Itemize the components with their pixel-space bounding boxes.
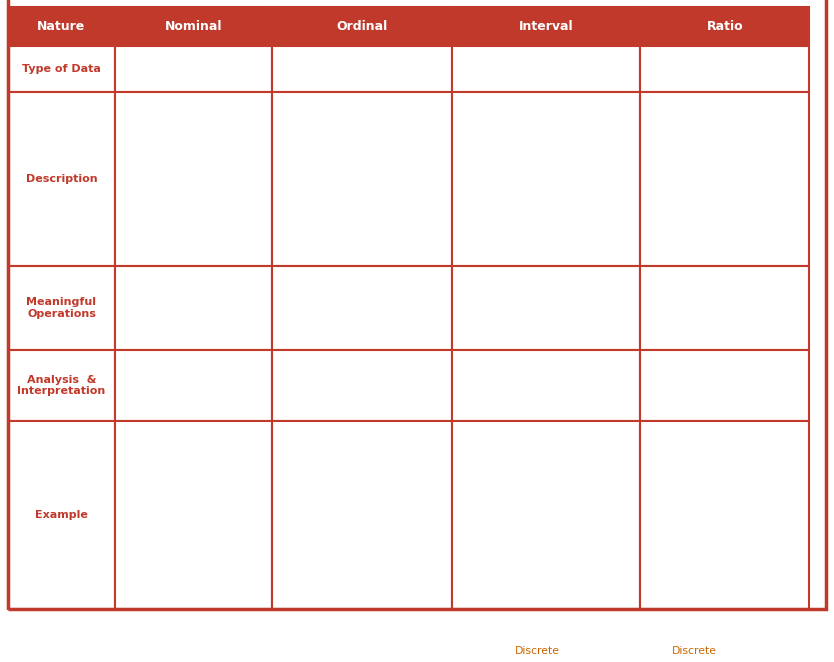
Bar (641, 92, 809, 266)
Bar (641, 7, 809, 46)
Bar (114, 46, 273, 92)
Bar (641, 266, 809, 350)
Bar (641, 420, 809, 608)
Bar (452, 266, 641, 350)
Bar (8, 266, 114, 350)
Text: Type of Data: Type of Data (22, 64, 101, 74)
Text: Interval: Interval (519, 20, 574, 32)
Bar (8, 350, 114, 420)
Text: Analysis  &
Interpretation: Analysis & Interpretation (18, 375, 106, 397)
Text: Example: Example (35, 510, 88, 520)
Text: Meaningful
Operations: Meaningful Operations (27, 297, 97, 319)
Bar (273, 92, 452, 266)
Text: Nature: Nature (38, 20, 86, 32)
Bar (8, 7, 114, 46)
Bar (452, 46, 641, 92)
Text: Description: Description (26, 174, 98, 184)
Bar (273, 46, 452, 92)
Text: Discrete: Discrete (672, 645, 717, 655)
Text: Discrete: Discrete (515, 645, 560, 655)
Bar (452, 420, 641, 608)
Bar (114, 7, 273, 46)
Bar (273, 266, 452, 350)
Bar (273, 7, 452, 46)
Bar (641, 350, 809, 420)
Bar (8, 46, 114, 92)
Bar (114, 92, 273, 266)
Bar (114, 420, 273, 608)
Bar (641, 46, 809, 92)
Bar (114, 266, 273, 350)
Text: Ratio: Ratio (706, 20, 743, 32)
Bar (8, 420, 114, 608)
Bar (452, 7, 641, 46)
Bar (452, 92, 641, 266)
Text: Nominal: Nominal (164, 20, 222, 32)
Bar (8, 92, 114, 266)
Bar (114, 350, 273, 420)
Bar (273, 420, 452, 608)
Bar (452, 350, 641, 420)
Text: Ordinal: Ordinal (337, 20, 388, 32)
Bar (273, 350, 452, 420)
